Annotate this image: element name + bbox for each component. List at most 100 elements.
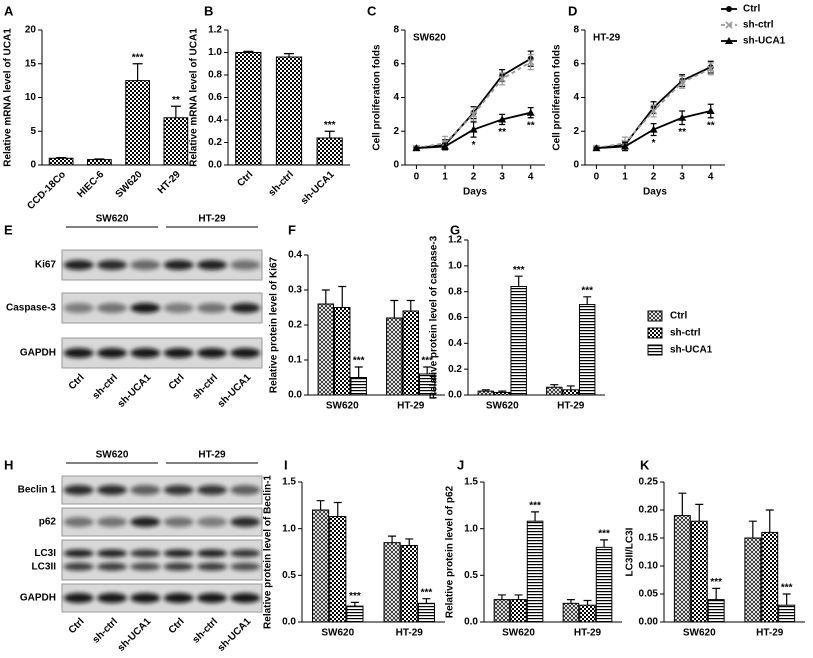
error-bar (406, 299, 415, 311)
y-tick-label: 0.0 (208, 160, 222, 171)
blot-strip (61, 583, 263, 613)
row-label: LC3I (34, 548, 56, 559)
group-label: HT-29 (198, 214, 226, 225)
y-tick-label: 1.0 (464, 523, 478, 534)
y-axis-label: Relative protein level of Ki67 (269, 256, 280, 393)
blot-band (63, 485, 94, 495)
error-bar (695, 503, 704, 522)
blot-band (230, 485, 261, 495)
error-bar (765, 509, 774, 533)
lane-label: sh-ctrl (191, 616, 221, 646)
y-tick-label: 2 (573, 126, 579, 137)
bar (346, 605, 364, 623)
significance: *** (710, 577, 722, 588)
y-axis-label: Relative protein level of p62 (445, 485, 456, 618)
panel-letter: G (450, 222, 460, 237)
x-tick-label: SW620 (326, 401, 359, 412)
point (649, 125, 658, 133)
error-bar (566, 599, 575, 604)
bar (578, 304, 596, 396)
blot-band (230, 593, 261, 603)
y-tick-label: 0 (30, 160, 36, 171)
blot-strip (61, 475, 263, 505)
x-tick-label: SW620 (683, 628, 716, 639)
error-bar (514, 275, 523, 287)
significance: *** (349, 591, 361, 602)
x-tick-label: 2 (651, 172, 657, 183)
lane-label: sh-ctrl (191, 372, 221, 402)
blot-band (130, 549, 161, 558)
error-bar (498, 390, 507, 393)
error-bar (333, 501, 342, 517)
y-tick-label: 0.00 (639, 617, 659, 628)
blot-band (63, 517, 94, 527)
x-tick-label: HT-29 (756, 628, 784, 639)
blot-band (63, 348, 94, 358)
error-bar (284, 53, 294, 57)
blot-strip (61, 539, 263, 581)
bar (87, 159, 112, 166)
x-tick-label: sh-ctrl (267, 169, 297, 199)
bar (579, 604, 596, 623)
y-tick-label: 1.2 (208, 25, 222, 36)
y-tick-label: 1.5 (282, 477, 296, 488)
panel-letter: C (367, 3, 377, 18)
significance: * (472, 140, 476, 151)
row-label: GAPDH (20, 593, 56, 604)
blot-band (163, 549, 194, 558)
blot-band (163, 348, 194, 358)
y-tick-label: 0.3 (288, 285, 302, 296)
bar (690, 520, 708, 623)
y-axis-label: LC3II/LC3I (625, 527, 636, 576)
group-label: SW620 (96, 214, 129, 225)
bar (778, 604, 796, 623)
bar (386, 317, 403, 396)
significance: *** (598, 529, 610, 540)
blot-band (197, 549, 227, 558)
blot-band (130, 562, 161, 571)
legend-label: Ctrl (670, 311, 687, 322)
significance: ** (707, 120, 715, 131)
x-tick-label: Ctrl (235, 169, 255, 189)
bar (235, 52, 262, 166)
y-tick-label: 8 (573, 25, 579, 36)
error-bar (94, 158, 105, 160)
lane-label: sh-UCA1 (216, 616, 254, 654)
x-tick-label: CCD-18Co (25, 169, 68, 212)
point (678, 113, 687, 121)
y-tick-label: 8 (393, 25, 399, 36)
bar (329, 516, 347, 623)
legend-label: sh-UCA1 (743, 36, 786, 47)
y-axis-label: Cell proliferation folds (552, 44, 563, 151)
bar (125, 80, 150, 166)
error-bar (514, 594, 523, 600)
error-bar (388, 535, 397, 543)
blot-band (163, 485, 194, 495)
lane-label: sh-UCA1 (216, 372, 254, 410)
x-axis-label: Days (463, 187, 487, 198)
y-tick-label: 0.4 (208, 115, 222, 126)
legend-marker (725, 21, 733, 29)
row-label: Beclin 1 (18, 485, 57, 496)
blot-band (197, 348, 227, 358)
bar (744, 537, 762, 623)
error-bar (583, 296, 592, 305)
bar (510, 286, 527, 396)
y-tick-label: 0.1 (288, 355, 302, 366)
bar (526, 520, 544, 623)
error-bar (481, 389, 490, 392)
significance: *** (513, 265, 525, 276)
blot-band (197, 303, 227, 313)
line (416, 61, 532, 150)
blot-band (230, 303, 261, 313)
bar (494, 391, 511, 396)
bar (383, 542, 401, 623)
y-tick-label: 0.4 (448, 338, 462, 349)
blot-strip (61, 337, 263, 369)
blot-strip (61, 249, 263, 281)
x-tick-label: 0 (414, 172, 420, 183)
error-bar (132, 63, 143, 81)
y-tick-label: 0.6 (448, 312, 462, 323)
panel-letter: D (568, 3, 577, 18)
bar (707, 599, 725, 623)
